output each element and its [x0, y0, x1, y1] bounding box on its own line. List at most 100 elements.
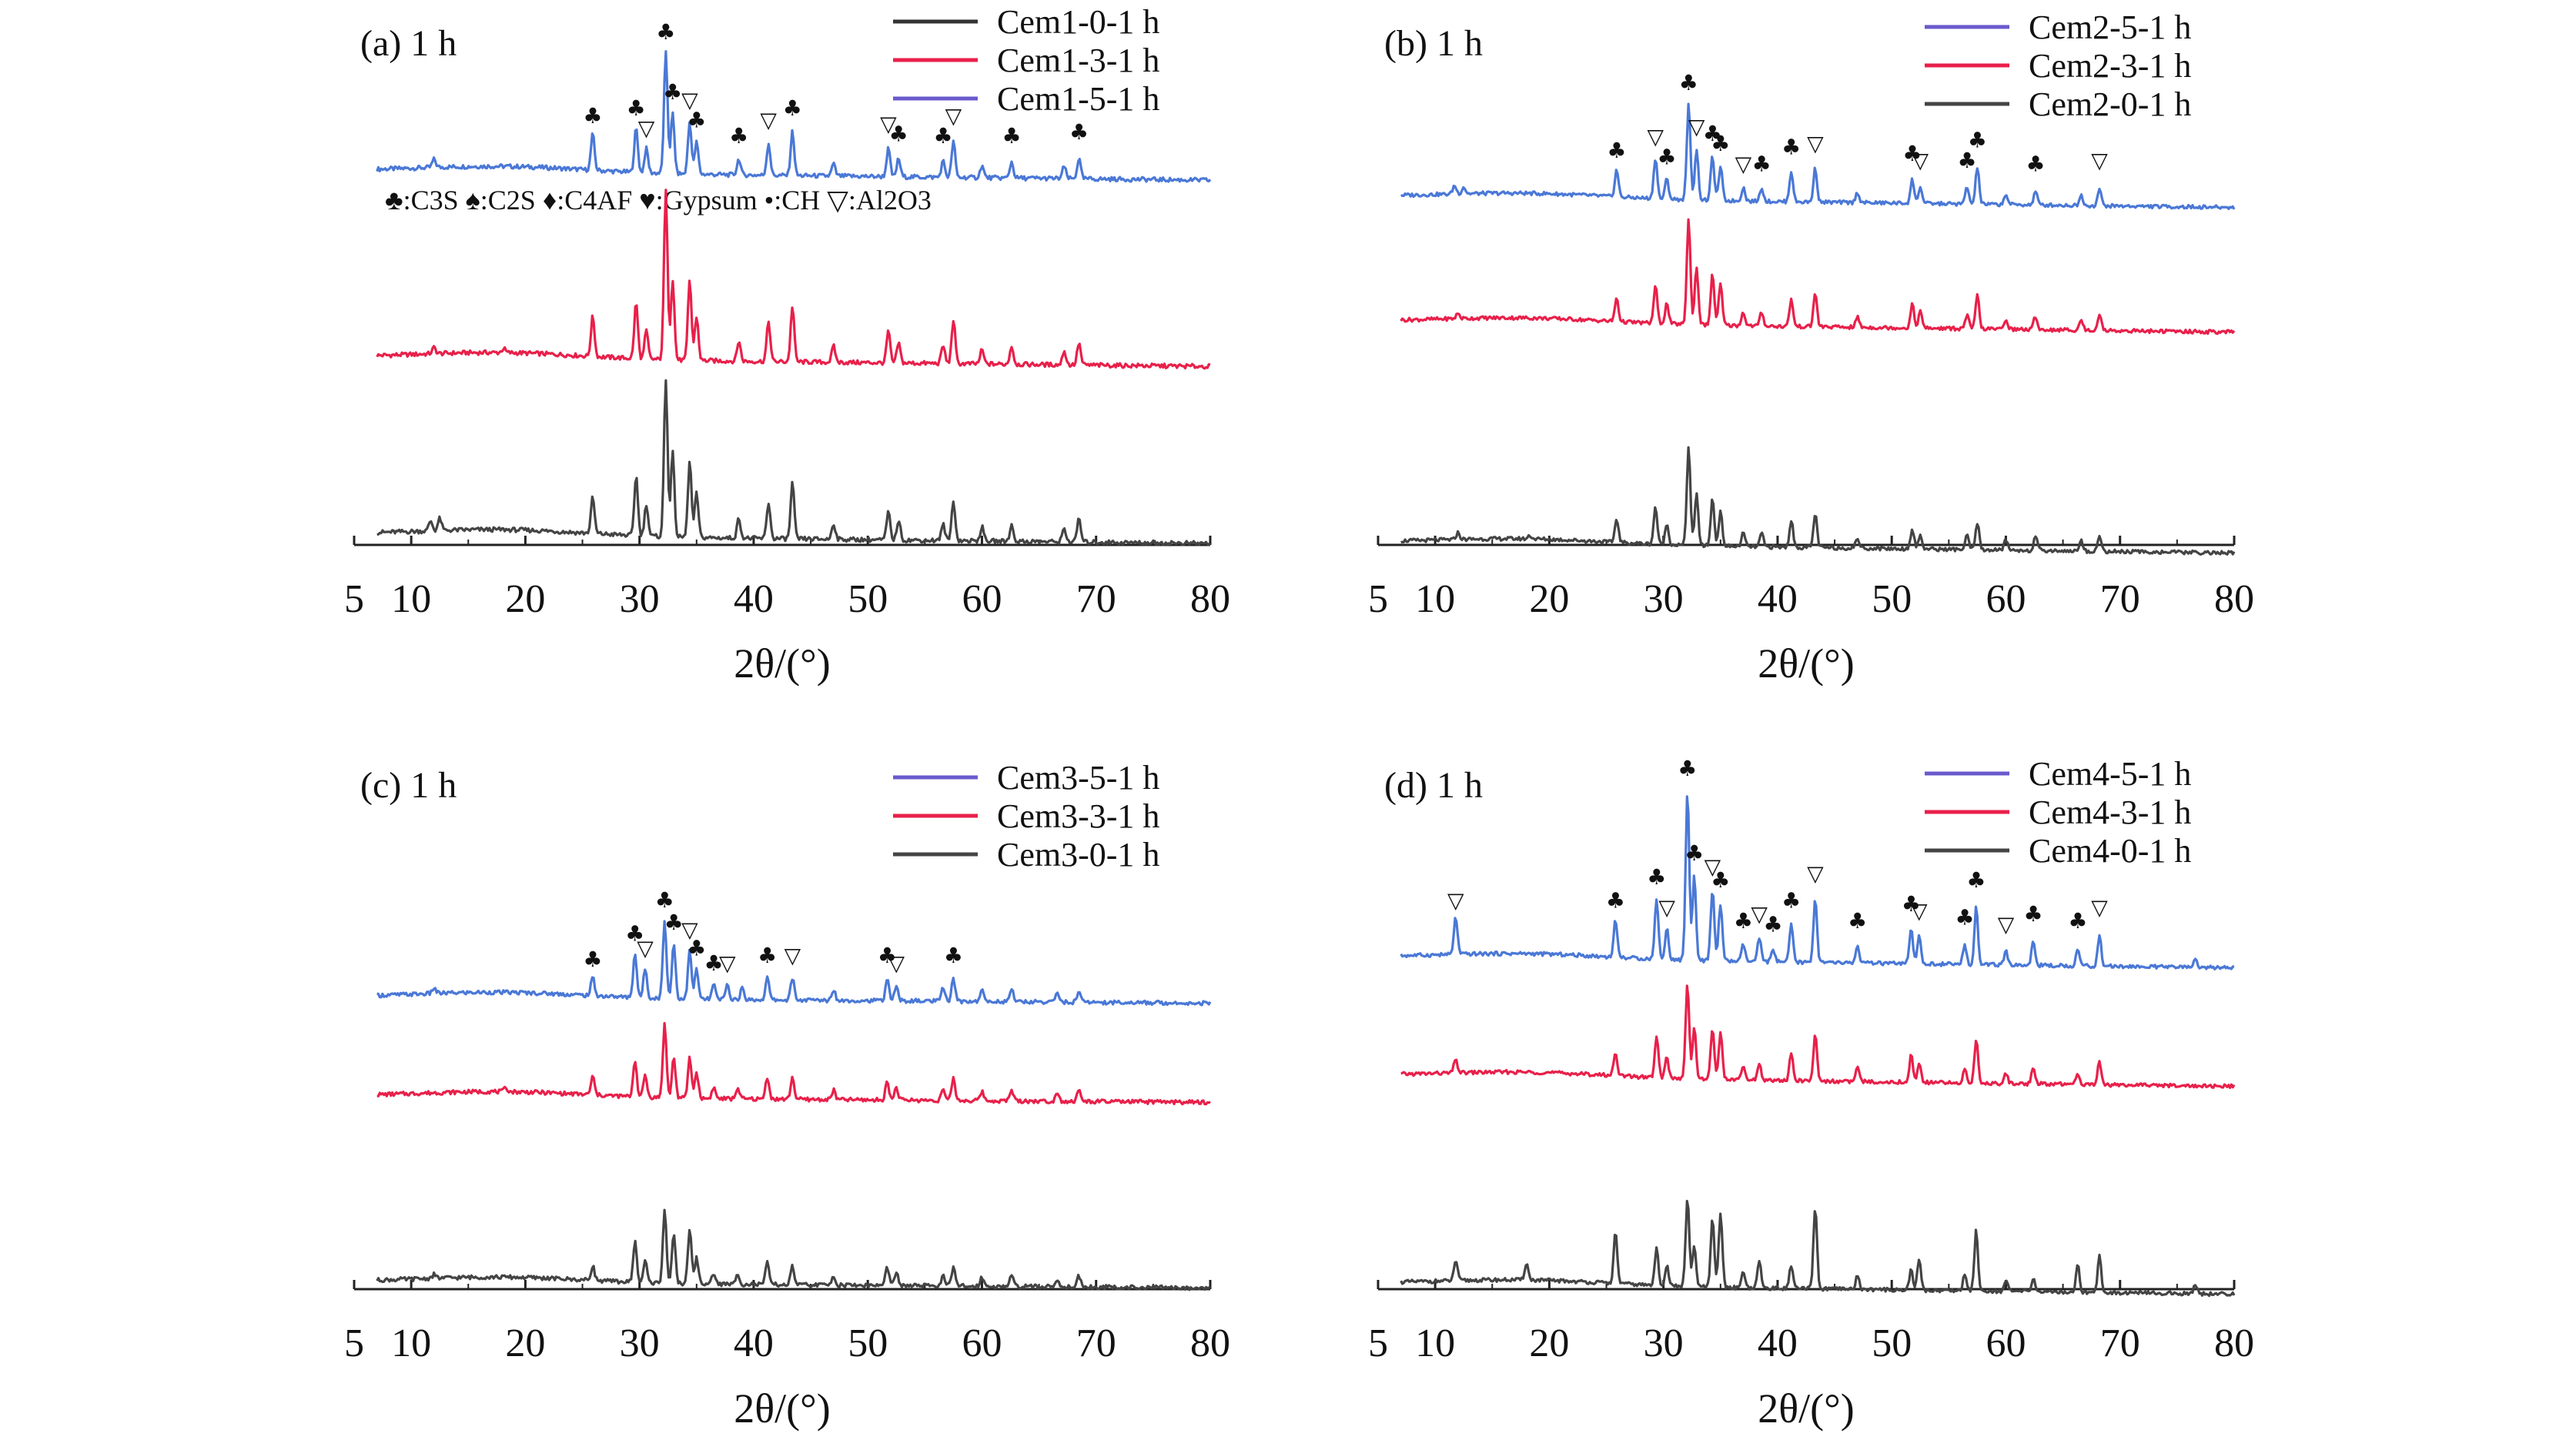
x-tick-label: 20 — [1529, 577, 1569, 621]
legend-entry: Cem3-5-1 h — [997, 759, 1159, 797]
phase-marker: ♣ — [625, 920, 644, 946]
legend-entry: Cem2-3-1 h — [2029, 47, 2191, 85]
x-tick-label: 70 — [2100, 1321, 2140, 1365]
x-tick-label: 5 — [344, 1321, 364, 1365]
x-tick-label: 80 — [1190, 577, 1230, 621]
panel-label: (b) 1 h — [1384, 23, 1483, 64]
legend-entry: Cem4-3-1 h — [2029, 794, 2191, 831]
legend-entry: Cem4-5-1 h — [2029, 755, 2191, 793]
phase-marker: ♣ — [583, 947, 602, 972]
phase-marker: ♣ — [1002, 123, 1021, 149]
phase-marker: ♣ — [934, 123, 953, 149]
x-tick-label: 70 — [1076, 577, 1116, 621]
phase-marker: ▽ — [638, 115, 655, 141]
panel-a: 5 10 20 30 40 50 60 70 80 2θ/(°) (a) 1 h Cem1-0-1 h… — [344, 3, 1230, 687]
x-tick-label: 30 — [1644, 1321, 1684, 1365]
x-tick-label: 30 — [620, 577, 660, 621]
phase-marker: ♣ — [1684, 840, 1704, 866]
x-tick-label: 80 — [2214, 577, 2254, 621]
phase-marker: ♣ — [1958, 148, 1977, 173]
phase-marker: ♣ — [1848, 908, 1867, 934]
series-line-Cem4-3-1-h — [1400, 984, 2236, 1089]
phase-marker: ♣ — [1968, 128, 1987, 153]
phase-marker: ♣ — [687, 936, 706, 961]
series-line-Cem2-0-1-h — [1400, 446, 2236, 556]
phase-marker: ♣ — [664, 910, 684, 935]
phase-marker: ♣ — [704, 951, 723, 976]
phase-marker: ♣ — [1752, 151, 1771, 176]
phase-marker: ♣ — [1711, 131, 1730, 156]
x-tick-label: 10 — [1415, 577, 1455, 621]
phase-marker: ♣ — [627, 95, 646, 121]
x-tick-label: 60 — [962, 1321, 1002, 1365]
series-line-Cem3-3-1-h — [376, 1021, 1211, 1106]
phase-marker: ▽ — [888, 951, 905, 976]
phase-marker: ▽ — [1807, 131, 1824, 156]
phase-marker: ♣ — [878, 943, 897, 968]
x-tick-label: 20 — [505, 1321, 545, 1365]
phase-marker: ▽ — [1648, 124, 1664, 149]
phase-marker: ♣ — [1711, 867, 1730, 893]
x-tick-label: 5 — [1368, 1321, 1388, 1365]
x-tick-label: 10 — [391, 1321, 431, 1365]
x-tick-label: 50 — [1872, 1321, 1912, 1365]
x-tick-label: 5 — [1368, 577, 1388, 621]
phase-marker: ♣ — [583, 103, 602, 129]
phase-marker: ♣ — [2023, 901, 2042, 927]
phase-marker: ▽ — [1807, 860, 1824, 886]
x-tick-label: 70 — [2100, 577, 2140, 621]
phase-marker: ▽ — [785, 943, 801, 968]
phase-marker: ▽ — [1688, 114, 1705, 139]
legend-entry: Cem4-0-1 h — [2029, 832, 2191, 870]
x-axis-title: 2θ/(°) — [1758, 640, 1854, 687]
x-tick-label: 40 — [1758, 1321, 1798, 1365]
series-line-Cem3-0-1-h — [376, 1208, 1211, 1291]
x-axis-title: 2θ/(°) — [734, 640, 830, 687]
x-tick-label: 20 — [1529, 1321, 1569, 1365]
phase-marker: ♣ — [758, 943, 777, 968]
x-tick-label: 60 — [962, 577, 1002, 621]
phase-marker: ♣ — [1678, 756, 1697, 781]
panel-d: 5 10 20 30 40 50 60 70 80 2θ/(°) (d) 1 h Cem4-5-1 h… — [1368, 755, 2254, 1432]
phase-marker: ▽ — [945, 103, 962, 129]
x-tick-label: 60 — [1986, 577, 2026, 621]
phase-marker: ♣ — [663, 79, 682, 105]
x-axis-title: 2θ/(°) — [1758, 1385, 1854, 1432]
series-line-Cem2-3-1-h — [1400, 218, 2236, 336]
phase-marker: ♣ — [1966, 867, 1986, 893]
series-line-Cem1-0-1-h — [376, 379, 1211, 546]
x-tick-label: 60 — [1986, 1321, 2026, 1365]
phase-marker: ▽ — [1998, 911, 2015, 937]
phase-marker: ♣ — [889, 122, 908, 147]
phase-marker: ▽ — [1911, 898, 1928, 924]
legend-entry: Cem1-3-1 h — [997, 42, 1159, 79]
x-tick-label: 80 — [2214, 1321, 2254, 1365]
legend-entry: Cem1-0-1 h — [997, 3, 1159, 41]
phase-marker: ♣ — [687, 107, 706, 132]
x-tick-label: 40 — [734, 577, 774, 621]
phase-marker: ▽ — [2091, 894, 2108, 920]
series-line-Cem4-0-1-h — [1400, 1199, 2236, 1298]
legend-entry: Cem2-5-1 h — [2029, 8, 2191, 46]
phase-marker: ▽ — [880, 112, 897, 137]
legend-entry: Cem3-3-1 h — [997, 797, 1159, 835]
phase-key: ♣:C3S ♠:C2S ♦:C4AF ♥:Gypsum •:CH ▽:Al2O3 — [385, 185, 932, 215]
series-line-Cem1-3-1-h — [376, 189, 1211, 370]
phase-marker: ▽ — [2091, 148, 2108, 173]
phase-marker: ♣ — [1606, 888, 1625, 914]
phase-marker: ♣ — [2026, 151, 2045, 176]
phase-marker: ▽ — [1705, 854, 1721, 880]
phase-marker: ♣ — [783, 95, 802, 121]
x-tick-label: 50 — [848, 1321, 888, 1365]
x-tick-label: 80 — [1190, 1321, 1230, 1365]
x-tick-label: 50 — [1872, 577, 1912, 621]
legend-entry: Cem1-5-1 h — [997, 80, 1159, 118]
phase-marker: ♣ — [1902, 141, 1922, 166]
x-tick-label: 40 — [734, 1321, 774, 1365]
phase-marker: ♣ — [1955, 905, 1975, 930]
phase-marker: ♣ — [1647, 864, 1666, 890]
phase-marker: ♣ — [1902, 891, 1921, 917]
panel-b: 5 10 20 30 40 50 60 70 80 2θ/(°) (b) 1 h Cem2-5-1 h… — [1368, 8, 2254, 687]
series-line-Cem2-5-1-h — [1400, 102, 2236, 210]
